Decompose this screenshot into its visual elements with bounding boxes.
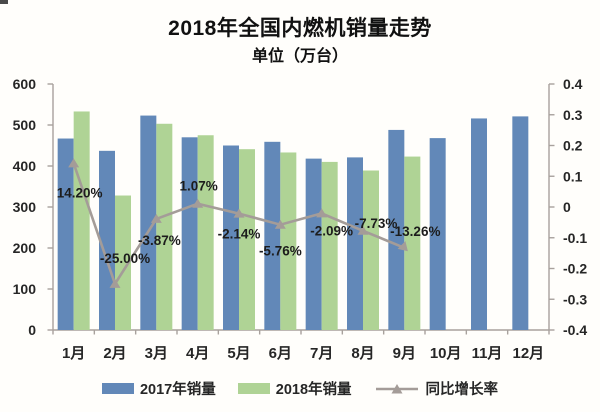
x-axis-label-8月: 8月 xyxy=(351,345,374,362)
bar-2017-1月 xyxy=(57,138,74,330)
legend-item-2018: 2018年销量 xyxy=(237,378,352,399)
bar-2018-6月 xyxy=(280,152,297,330)
bar-2017-2月 xyxy=(99,150,115,330)
x-axis-label-11月: 11月 xyxy=(472,345,503,362)
right-axis-tick-label: 0.2 xyxy=(563,138,583,154)
legend-swatch-2018-icon xyxy=(237,383,270,394)
x-axis-label-12月: 12月 xyxy=(512,345,544,362)
corner-artifact xyxy=(0,0,8,4)
bar-2017-7月 xyxy=(305,158,322,330)
x-axis-label-1月: 1月 xyxy=(62,345,85,362)
growth-marker-2月 xyxy=(109,278,121,288)
legend-label-2018: 2018年销量 xyxy=(275,382,352,398)
growth-marker-9月 xyxy=(397,241,408,252)
right-axis-tick-label: -0.4 xyxy=(563,322,587,338)
bar-2018-8月 xyxy=(363,170,379,330)
bar-2018-4月 xyxy=(197,135,214,330)
bar-2017-10月 xyxy=(429,138,446,330)
growth-marker-8月 xyxy=(357,225,369,235)
growth-point-label-1月: 14.20% xyxy=(57,185,103,200)
legend-label-2017: 2017年销量 xyxy=(139,382,216,398)
x-axis-label-6月: 6月 xyxy=(269,345,292,362)
left-axis-tick-label: 300 xyxy=(13,199,37,215)
chart-plot-area: 600 500 400 300 200 100 0 0.4 0.3 0.2 0.1 0 -0.1 -0.2… xyxy=(13,76,588,362)
bar-2018-5月 xyxy=(239,149,255,330)
right-axis-tick-label: -0.2 xyxy=(563,261,587,277)
growth-point-label-3月: -3.87% xyxy=(138,233,181,248)
bar-2017-11月 xyxy=(471,118,487,330)
x-axis-label-3月: 3月 xyxy=(145,345,168,362)
growth-point-label-7月: -2.09% xyxy=(310,223,353,238)
growth-marker-5月 xyxy=(233,208,245,218)
growth-marker-4月 xyxy=(192,198,204,208)
bar-2017-12月 xyxy=(512,116,529,330)
x-axis-label-5月: 5月 xyxy=(227,345,250,362)
bar-2017-4月 xyxy=(181,137,198,330)
growth-marker-6月 xyxy=(274,219,286,229)
x-axis-label-10月: 10月 xyxy=(430,345,462,362)
left-axis-tick-label: 400 xyxy=(13,158,37,174)
right-axis-tick-label: 0.3 xyxy=(563,107,583,123)
growth-marker-3月 xyxy=(150,213,162,223)
bar-2017-5月 xyxy=(223,145,239,330)
bar-2017-9月 xyxy=(388,129,405,330)
left-axis-tick-label: 500 xyxy=(13,117,37,133)
right-axis-tick-label: 0.4 xyxy=(563,76,583,92)
growth-point-label-9月: -13.26% xyxy=(390,224,440,239)
growth-marker-1月 xyxy=(68,158,80,168)
bar-2017-3月 xyxy=(140,115,157,330)
growth-point-label-4月: 1.07% xyxy=(180,179,218,194)
growth-point-label-2月: -25.00% xyxy=(100,251,150,266)
x-axis-label-7月: 7月 xyxy=(310,345,333,362)
bar-2017-8月 xyxy=(347,157,363,330)
left-axis-tick-label: 600 xyxy=(13,76,37,92)
legend-label-growth: 同比增长率 xyxy=(425,382,499,398)
legend-swatch-2017-icon xyxy=(101,383,134,394)
bar-2018-3月 xyxy=(156,123,173,330)
x-axis-label-4月: 4月 xyxy=(186,345,209,362)
right-axis-tick-label: 0.1 xyxy=(563,168,583,184)
bar-2017-6月 xyxy=(264,141,281,330)
bar-2018-9月 xyxy=(404,156,421,330)
legend-item-growth: 同比增长率 xyxy=(374,378,499,399)
chart-title: 2018年全国内燃机销量走势 xyxy=(168,17,432,40)
growth-point-label-8月: -7.73% xyxy=(355,216,398,231)
chart-unit-subtitle: 单位（万台） xyxy=(251,48,348,65)
x-axis-label-2月: 2月 xyxy=(103,345,126,362)
right-axis-tick-label: -0.3 xyxy=(563,291,587,307)
growth-point-label-5月: -2.14% xyxy=(218,227,261,242)
right-axis-tick-label: 0 xyxy=(563,199,571,215)
legend-line-marker-icon xyxy=(375,383,418,393)
x-axis-label-9月: 9月 xyxy=(393,345,416,362)
left-axis-tick-label: 200 xyxy=(13,240,37,256)
growth-marker-7月 xyxy=(316,208,328,218)
legend: 2017年销量 2018年销量 同比增长率 xyxy=(0,378,600,399)
bar-2018-2月 xyxy=(115,195,131,330)
growth-point-label-6月: -5.76% xyxy=(259,244,302,259)
right-axis-tick-label: -0.1 xyxy=(563,230,587,246)
left-axis-tick-label: 0 xyxy=(28,322,36,338)
left-axis-tick-label: 100 xyxy=(13,281,37,297)
legend-item-2017: 2017年销量 xyxy=(101,378,216,399)
bar-2018-7月 xyxy=(321,161,338,330)
bar-2018-1月 xyxy=(73,111,90,330)
